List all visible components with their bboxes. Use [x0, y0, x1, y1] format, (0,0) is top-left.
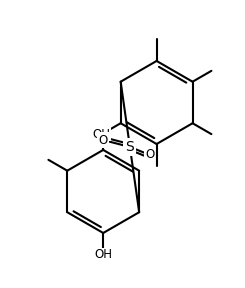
Text: OH: OH: [93, 128, 111, 141]
Text: O: O: [98, 134, 108, 147]
Text: OH: OH: [94, 248, 112, 261]
Text: O: O: [145, 148, 154, 161]
Text: S: S: [125, 140, 134, 154]
